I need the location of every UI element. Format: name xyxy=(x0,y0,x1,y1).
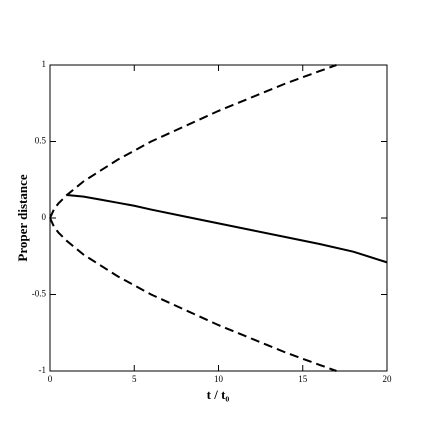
x-tick-label: 5 xyxy=(132,374,137,384)
y-tick-label: -1 xyxy=(39,365,47,375)
x-tick-label: 15 xyxy=(298,374,308,384)
x-axis-label: t / t₀ xyxy=(207,387,230,402)
curve xyxy=(49,64,337,219)
x-tick-label: 0 xyxy=(48,374,53,384)
x-tick-label: 10 xyxy=(214,374,224,384)
y-tick-label: 1 xyxy=(42,59,47,69)
y-tick-label: 0 xyxy=(42,212,47,222)
curve xyxy=(66,194,388,264)
y-tick-label: 0.5 xyxy=(35,136,47,146)
y-tick-label: -0.5 xyxy=(32,289,47,299)
y-axis-label: Proper distance xyxy=(15,174,30,261)
x-tick-label: 20 xyxy=(383,374,393,384)
curve xyxy=(49,217,337,372)
